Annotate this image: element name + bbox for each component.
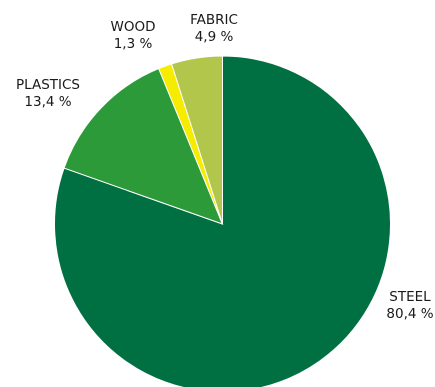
slice-category-label: FABRIC [190, 12, 238, 28]
slice-label-wood: WOOD 1,3 % [111, 19, 156, 52]
slice-category-label: STEEL [389, 289, 431, 305]
slice-value-label: 4,9 % [195, 29, 234, 45]
pie-slice-fabric [170, 55, 223, 225]
pie-labels: STEEL 80,4 % PLASTICS 13,4 % WOOD 1,3 % FABRIC… [16, 12, 434, 322]
slice-label-fabric: FABRIC 4,9 % [190, 12, 238, 45]
pie-slice-plastics [63, 67, 224, 225]
slice-category-label: PLASTICS [16, 77, 80, 93]
pie-slice-steel [54, 55, 391, 387]
slice-value-label: 1,3 % [114, 36, 153, 52]
slice-label-steel: STEEL 80,4 % [386, 289, 433, 322]
slice-value-label: 80,4 % [386, 306, 433, 322]
slice-value-label: 13,4 % [24, 94, 71, 110]
slice-label-plastics: PLASTICS 13,4 % [16, 77, 80, 110]
pie-slices [54, 55, 391, 387]
slice-category-label: WOOD [111, 19, 156, 35]
